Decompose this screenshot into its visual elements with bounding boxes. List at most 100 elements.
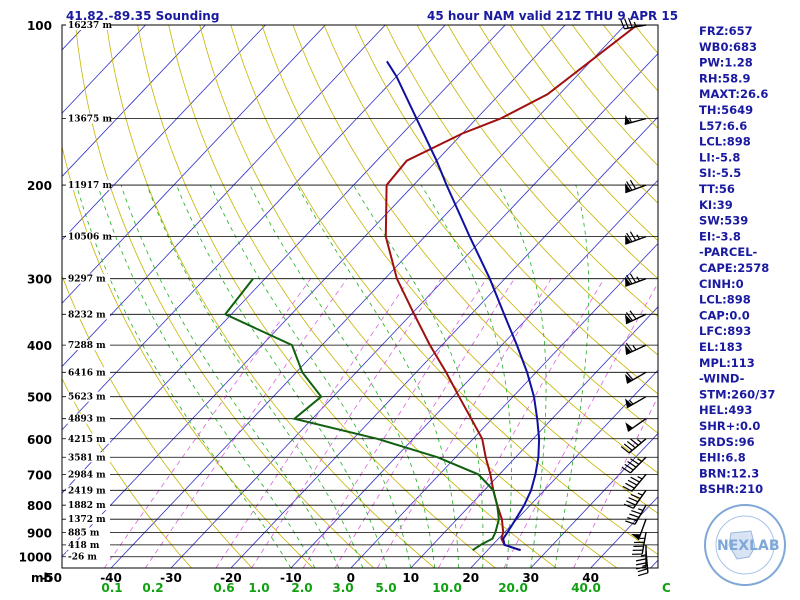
height-label: 2419 m: [68, 486, 106, 496]
mixing-ratio-tick-label: 0.1: [101, 581, 122, 595]
index-line: SRDS:96: [699, 435, 755, 449]
moist-adiabat-line: [353, 184, 484, 568]
index-line: RH:58.9: [699, 71, 750, 85]
height-label: 4893 m: [68, 415, 106, 425]
isotherm-line: [350, 242, 658, 568]
isotherm-line: [230, 116, 658, 568]
moist-adiabat-line: [249, 184, 436, 568]
dry-adiabat-line: [354, 25, 658, 395]
temperature-tick-label: -40: [100, 571, 122, 585]
isotherm-line: [62, 25, 206, 178]
mixing-ratio-tick-label: 2.0: [291, 581, 312, 595]
wind-barb: [621, 456, 647, 474]
index-line: -PARCEL-: [699, 245, 758, 259]
index-line: MAXT:26.6: [699, 87, 768, 101]
index-line: EHI:6.8: [699, 451, 746, 465]
height-label-bg: [66, 500, 110, 511]
index-line: STM:260/37: [699, 387, 775, 401]
pressure-tick-label: 600: [27, 433, 52, 447]
temperature-tick-label: 40: [582, 571, 599, 585]
mixing-ratio-tick-label: 40.0: [571, 581, 601, 595]
index-line: EL:183: [699, 340, 743, 354]
index-line: CAP:0.0: [699, 308, 750, 322]
height-label-bg: [66, 539, 110, 550]
dry-adiabat-line: [230, 25, 658, 555]
mixing-ratio-line: [104, 278, 312, 568]
index-line: TT:56: [699, 182, 735, 196]
isotherm-line: [110, 25, 626, 568]
mixing-ratio-line: [144, 278, 348, 568]
dry-adiabat-line: [261, 25, 658, 514]
mixing-ratio-unit-label: C: [662, 581, 671, 595]
wind-barb: [624, 114, 647, 125]
height-label-bg: [66, 273, 110, 284]
height-label-bg: [66, 452, 110, 463]
height-label-bg: [66, 391, 110, 402]
index-line: CAPE:2578: [699, 261, 769, 275]
moist-adiabat-line: [498, 184, 547, 568]
dry-adiabat-line: [292, 25, 658, 474]
height-label: 7288 m: [68, 341, 106, 351]
temperature-tick-label: -10: [280, 571, 302, 585]
height-label-bg: [66, 527, 110, 538]
dry-adiabat-line: [62, 144, 314, 568]
location-title: 41.82,-89.35 Sounding: [66, 9, 219, 23]
height-label: 11917 m: [68, 181, 112, 191]
mixing-ratio-tick-label: 1.0: [248, 581, 269, 595]
pressure-tick-label: 800: [27, 499, 52, 513]
wind-barbs: [620, 17, 649, 577]
height-label: 3581 m: [68, 453, 106, 463]
pressure-tick-label: 700: [27, 468, 52, 482]
height-label-bg: [66, 340, 110, 351]
mixing-ratio-tick-label: 5.0: [375, 581, 396, 595]
height-label: 418 m: [68, 541, 100, 551]
wind-barb: [625, 371, 647, 384]
isotherm-line: [62, 25, 386, 368]
dry-adiabat-line: [62, 274, 253, 568]
index-line: MPL:113: [699, 356, 755, 370]
index-line: LCL:898: [699, 293, 751, 307]
index-line: LCL:898: [699, 135, 751, 149]
isotherm-line: [530, 432, 658, 568]
mixing-ratio-tick-label: 10.0: [432, 581, 462, 595]
height-label: 8232 m: [68, 310, 106, 320]
pressure-tick-label: 400: [27, 339, 52, 353]
pressure-tick-label: 200: [27, 179, 52, 193]
isotherm-line: [0, 25, 26, 568]
wind-barb: [637, 550, 649, 577]
wind-barb: [623, 489, 647, 509]
height-label-bg: [66, 113, 110, 124]
dry-adiabat-line: [447, 25, 658, 280]
isotherm-line: [62, 25, 446, 431]
wind-barb: [631, 532, 647, 555]
logo-text: NEXLAB: [717, 538, 780, 554]
temperature-tick-label: 10: [402, 571, 419, 585]
temperature-tick-label: -50: [40, 571, 62, 585]
height-label: 885 m: [68, 528, 100, 538]
wind-barb: [624, 310, 647, 325]
wind-barb: [622, 473, 647, 492]
height-label-bg: [66, 514, 110, 525]
height-label-bg: [66, 231, 110, 242]
isotherm-line: [470, 369, 658, 568]
index-line: WB0:683: [699, 40, 757, 54]
dry-adiabat-line: [137, 25, 496, 568]
height-label-bg: [66, 367, 110, 378]
index-line: L57:6.6: [699, 119, 747, 133]
background-grid: [0, 25, 658, 568]
index-line: KI:39: [699, 198, 733, 212]
dry-adiabat-line: [62, 377, 192, 568]
dry-adiabat-line: [416, 25, 658, 318]
pressure-tick-label: 500: [27, 391, 52, 405]
pressure-unit-label: mb: [31, 571, 53, 585]
mixing-ratio-tick-label: 0.2: [142, 581, 163, 595]
index-line: FRZ:657: [699, 24, 753, 38]
index-line: SHR+:0.0: [699, 419, 760, 433]
index-line: BRN:12.3: [699, 466, 759, 480]
mixing-ratio-labels: 0.1 0.2 0.6 1.0 2.0 3.0 5.0 10.0 20.0 40.0: [101, 581, 600, 595]
index-line: LFC:893: [699, 324, 751, 338]
pressure-tick-label: 100: [27, 19, 52, 33]
wind-barb: [625, 504, 647, 525]
index-line: SI:-5.5: [699, 166, 741, 180]
temperature-tick-label: 30: [522, 571, 539, 585]
